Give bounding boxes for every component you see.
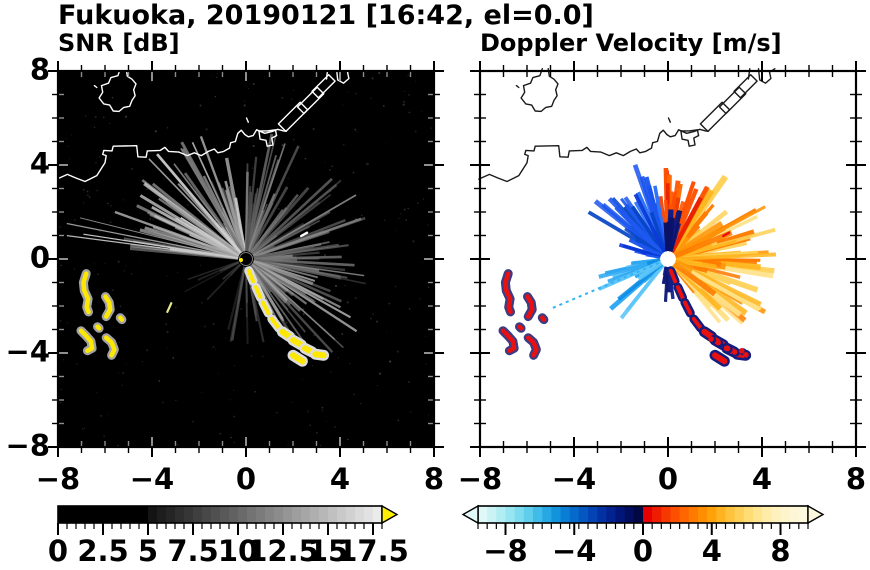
- snr-colorbar-label: 5: [137, 534, 159, 568]
- doppler-plot: [470, 61, 866, 457]
- y-tick-label: −4: [5, 334, 50, 369]
- snr-colorbar-label: 2.5: [77, 534, 129, 568]
- x-axis-tick-labels: −8 −4 0 4 8 −8 −4 0 4 8: [0, 462, 870, 498]
- x-tick-label: 4: [751, 462, 773, 496]
- x-tick-label: −8: [35, 462, 81, 496]
- snr-colorbar-label: 17.5: [337, 534, 409, 568]
- doppler-colorbar-label: −4: [551, 534, 597, 568]
- doppler-colorbar-label: 0: [632, 534, 654, 568]
- snr-colorbar-label: 12.5: [247, 534, 319, 568]
- snr-colorbar-label: 10: [217, 534, 259, 568]
- figure-title: Fukuoka, 20190121 [16:42, el=0.0]: [58, 0, 594, 31]
- x-tick-label: 0: [235, 462, 257, 496]
- y-axis-tick-labels: 8 4 0 −4 −8: [0, 0, 50, 570]
- y-tick-label: 4: [29, 146, 50, 181]
- y-tick-label: 8: [29, 52, 50, 87]
- colorbar-tick-labels: 0 2.5 5 7.5 10 12.5 15 17.5 −8 −4 0 4 8: [0, 534, 870, 570]
- y-tick-label: −8: [5, 428, 50, 463]
- x-tick-label: 4: [329, 462, 351, 496]
- doppler-colorbar-label: 4: [701, 534, 722, 568]
- y-tick-label: 0: [29, 240, 50, 275]
- snr-plot: [48, 61, 444, 457]
- x-tick-label: −4: [551, 462, 597, 496]
- x-tick-label: 8: [845, 462, 867, 496]
- snr-colorbar-label: 7.5: [167, 534, 219, 568]
- doppler-colorbar-label: 8: [770, 534, 791, 568]
- snr-colorbar: [57, 504, 399, 535]
- doppler-colorbar: [461, 504, 825, 535]
- snr-colorbar-label: 0: [47, 534, 69, 568]
- x-tick-label: −8: [457, 462, 503, 496]
- doppler-colorbar-label: −8: [483, 534, 528, 568]
- x-tick-label: 8: [423, 462, 445, 496]
- x-tick-label: 0: [657, 462, 679, 496]
- x-tick-label: −4: [129, 462, 175, 496]
- snr-colorbar-label: 15: [307, 534, 349, 568]
- doppler-panel-title: Doppler Velocity [m/s]: [480, 29, 782, 57]
- snr-panel-title: SNR [dB]: [58, 29, 180, 57]
